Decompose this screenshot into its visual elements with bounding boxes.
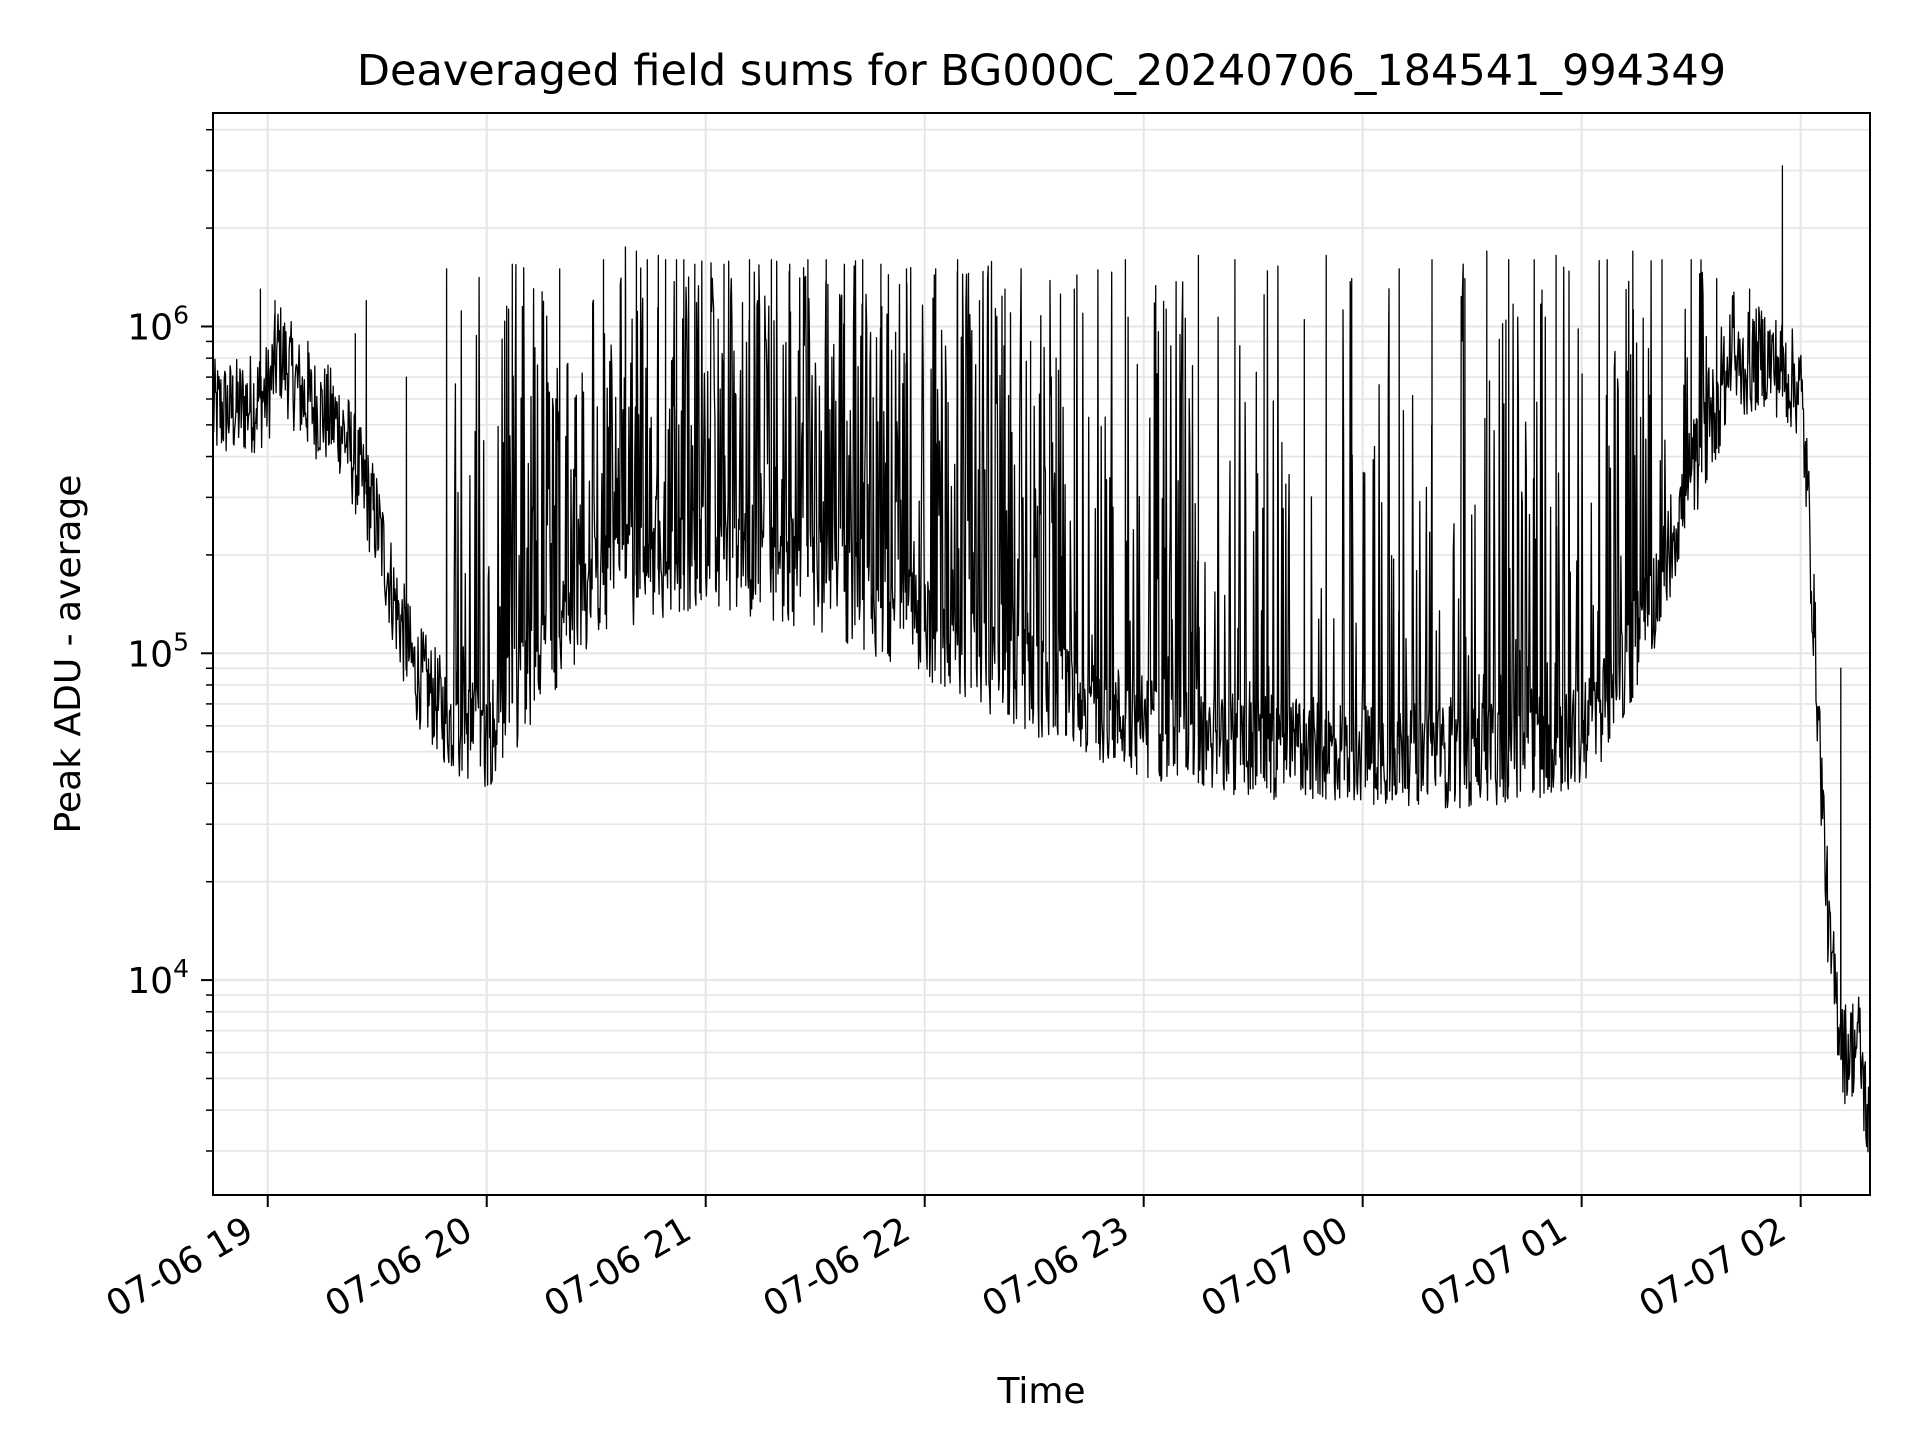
y-axis-label: Peak ADU - average <box>48 475 89 834</box>
y-tick-exponent: 5 <box>173 627 189 656</box>
y-tick-base: 10 <box>127 307 173 348</box>
y-tick-exponent: 6 <box>173 300 189 329</box>
chart-title: Deaveraged field sums for BG000C_2024070… <box>357 46 1726 96</box>
x-axis-label: Time <box>996 1371 1085 1412</box>
y-tick-base: 10 <box>127 961 173 1002</box>
y-tick-base: 10 <box>127 634 173 675</box>
plot-area <box>213 165 1870 1153</box>
y-tick-exponent: 4 <box>173 954 189 983</box>
y-tick-label: 106 <box>127 300 189 348</box>
series-line <box>213 165 1870 1153</box>
y-tick-label: 104 <box>127 954 189 1002</box>
y-tick-label: 105 <box>127 627 189 675</box>
